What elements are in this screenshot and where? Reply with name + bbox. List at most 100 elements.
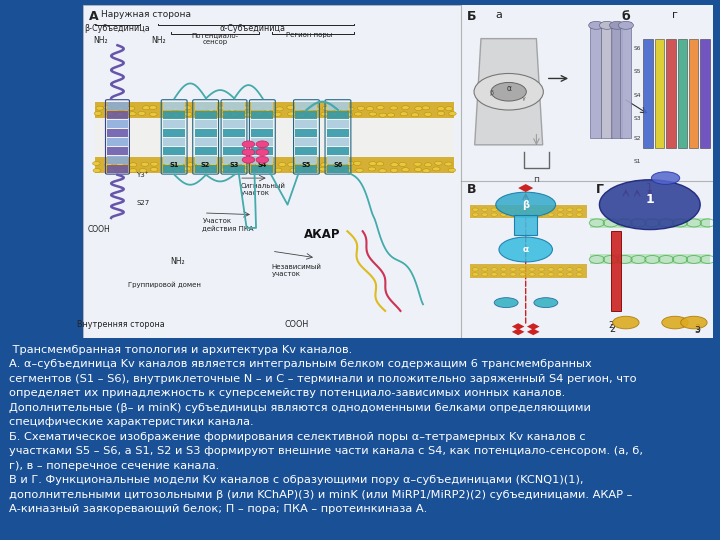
Circle shape — [528, 273, 535, 276]
Text: S27: S27 — [136, 200, 150, 206]
Bar — [590, 218, 710, 228]
Text: α: α — [506, 84, 511, 93]
Circle shape — [472, 273, 479, 276]
Polygon shape — [474, 38, 543, 145]
Circle shape — [482, 208, 488, 211]
Circle shape — [150, 167, 158, 172]
Circle shape — [519, 268, 526, 271]
Text: S2: S2 — [201, 162, 210, 168]
Circle shape — [445, 106, 453, 111]
Bar — [163, 138, 185, 146]
Bar — [611, 22, 622, 138]
Circle shape — [117, 163, 124, 166]
Circle shape — [402, 167, 409, 172]
Circle shape — [402, 106, 409, 110]
Bar — [295, 165, 318, 173]
Circle shape — [500, 273, 507, 276]
Circle shape — [482, 268, 488, 271]
Circle shape — [343, 168, 351, 173]
Circle shape — [198, 106, 205, 110]
Bar — [194, 156, 217, 164]
Text: β-Субъединица: β-Субъединица — [84, 24, 150, 32]
Circle shape — [118, 168, 125, 172]
Text: S1: S1 — [634, 159, 642, 164]
Circle shape — [127, 106, 135, 110]
Circle shape — [256, 162, 263, 166]
Circle shape — [228, 167, 236, 172]
Circle shape — [321, 112, 328, 116]
Bar — [295, 156, 318, 164]
Polygon shape — [512, 323, 524, 330]
Circle shape — [482, 213, 488, 217]
Bar — [251, 156, 274, 164]
Bar — [223, 138, 245, 146]
Bar — [251, 147, 274, 155]
Text: S4: S4 — [258, 162, 267, 168]
Circle shape — [539, 273, 544, 276]
Text: NH₂: NH₂ — [170, 256, 184, 266]
Circle shape — [346, 161, 354, 165]
Text: Потенциало-
сенсор: Потенциало- сенсор — [192, 32, 238, 45]
Bar — [194, 102, 217, 110]
Bar — [223, 111, 245, 119]
Circle shape — [567, 213, 573, 217]
Text: Б. Схематическое изображение формирования селективной поры α–тетрамерных Kv кана: Б. Схематическое изображение формировани… — [9, 431, 586, 442]
Circle shape — [528, 268, 535, 271]
Circle shape — [472, 213, 479, 217]
Text: 2: 2 — [609, 324, 615, 334]
Text: α-Субъединица: α-Субъединица — [220, 24, 286, 32]
Text: СООН: СООН — [87, 225, 110, 234]
Circle shape — [330, 112, 338, 116]
Circle shape — [264, 107, 271, 111]
Circle shape — [320, 167, 327, 171]
Ellipse shape — [499, 237, 552, 262]
Bar — [163, 120, 185, 128]
Text: А. α–субъединица Kv каналов является интегральным белком содержащим 6 трансмембр: А. α–субъединица Kv каналов является инт… — [9, 359, 592, 369]
Text: γ: γ — [522, 96, 526, 101]
Circle shape — [266, 161, 274, 165]
Polygon shape — [512, 328, 524, 335]
Circle shape — [510, 213, 516, 217]
Circle shape — [117, 107, 125, 111]
Circle shape — [399, 163, 407, 166]
Circle shape — [256, 112, 264, 116]
Text: В: В — [467, 183, 477, 196]
Circle shape — [207, 168, 215, 172]
Bar — [95, 118, 454, 157]
Circle shape — [165, 167, 173, 171]
Circle shape — [567, 273, 573, 276]
Bar — [689, 38, 698, 148]
Bar — [83, 5, 461, 338]
Text: β: β — [522, 200, 529, 210]
Bar — [295, 102, 318, 110]
Text: г), в – поперечное сечение канала.: г), в – поперечное сечение канала. — [9, 461, 220, 470]
Circle shape — [369, 161, 377, 166]
Bar — [295, 111, 318, 119]
Bar — [163, 156, 185, 164]
Circle shape — [129, 112, 136, 116]
Bar — [327, 165, 349, 173]
Circle shape — [143, 106, 150, 110]
Bar — [194, 111, 217, 119]
Circle shape — [196, 163, 204, 167]
Polygon shape — [527, 323, 539, 330]
Text: определяет их принадлежность к суперсемейству потенциало-зависимых ионных канало: определяет их принадлежность к суперсеме… — [9, 388, 566, 398]
Circle shape — [609, 22, 624, 29]
Circle shape — [415, 106, 422, 111]
Bar — [251, 102, 274, 110]
Bar — [655, 38, 665, 148]
Circle shape — [288, 112, 295, 116]
Text: Регион поры: Регион поры — [287, 32, 333, 38]
Circle shape — [256, 157, 269, 163]
Ellipse shape — [494, 298, 518, 308]
Circle shape — [387, 113, 395, 117]
Circle shape — [500, 208, 507, 211]
Text: Дополнительные (β– и minK) субъединицы являются однодоменными белками определяющ: Дополнительные (β– и minK) субъединицы я… — [9, 402, 591, 413]
Circle shape — [242, 106, 249, 110]
Bar — [700, 38, 710, 148]
Bar — [223, 120, 245, 128]
Circle shape — [548, 208, 554, 211]
Circle shape — [539, 208, 544, 211]
Ellipse shape — [534, 298, 558, 308]
Bar — [163, 111, 185, 119]
